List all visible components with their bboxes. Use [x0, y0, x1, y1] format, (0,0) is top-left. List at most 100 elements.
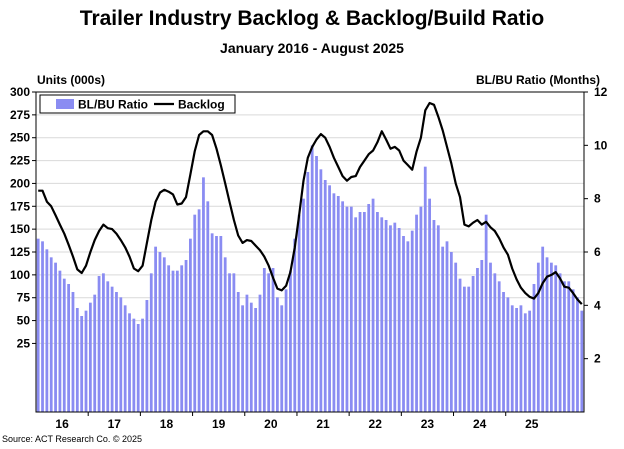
ratio-bar	[580, 310, 584, 412]
legend-label-ratio: BL/BU Ratio	[78, 98, 148, 112]
ratio-bar	[536, 262, 540, 412]
ratio-bar	[380, 217, 384, 412]
ratio-bar	[463, 286, 466, 412]
right-axis: 2 4 6 8 10 12	[584, 85, 608, 366]
ratio-bar	[154, 246, 157, 412]
ratio-bar	[119, 297, 123, 412]
ratio-bar	[393, 222, 397, 412]
legend: BL/BU Ratio Backlog	[39, 94, 236, 114]
ratio-bar	[180, 265, 184, 412]
ratio-bar	[71, 292, 75, 412]
left-tick-label: 100	[10, 268, 30, 282]
source-note: Source: ACT Research Co. © 2025	[2, 434, 143, 444]
ratio-bar	[45, 249, 49, 412]
legend-swatch-bar	[56, 99, 74, 109]
ratio-bar	[319, 169, 323, 412]
ratio-bar	[36, 238, 40, 412]
ratio-bar	[410, 230, 414, 412]
ratio-bar	[106, 281, 110, 412]
right-tick-label: 2	[594, 352, 601, 366]
ratio-bar	[275, 297, 279, 412]
ratio-bar	[132, 318, 136, 412]
ratio-bar	[419, 206, 423, 412]
ratio-bar	[102, 273, 105, 412]
ratio-bar	[123, 305, 127, 412]
x-tick-label: 18	[160, 417, 174, 431]
ratio-bar	[115, 292, 118, 412]
ratio-bar	[210, 233, 214, 412]
ratio-bar	[297, 214, 301, 412]
ratio-bar	[215, 236, 218, 412]
ratio-bar	[232, 273, 236, 412]
x-tick-label: 24	[473, 417, 487, 431]
ratio-bar	[228, 273, 231, 412]
ratio-bar	[136, 324, 140, 412]
ratio-bar	[493, 273, 497, 412]
right-tick-label: 6	[594, 245, 601, 259]
right-tick-label: 4	[594, 298, 601, 312]
ratio-bar	[441, 246, 445, 412]
ratio-bar	[349, 206, 353, 412]
ratio-bar	[293, 238, 297, 412]
right-tick-label: 10	[594, 138, 608, 152]
x-tick-label: 19	[212, 417, 226, 431]
ratio-bar	[162, 257, 166, 412]
right-axis-label: BL/BU Ratio (Months)	[476, 73, 600, 87]
ratio-bar	[389, 225, 392, 412]
ratio-bar	[467, 286, 471, 412]
ratio-bar	[267, 273, 271, 412]
ratio-bar	[397, 228, 401, 412]
ratio-bar	[284, 289, 288, 412]
ratio-bars	[36, 145, 584, 413]
ratio-bar	[423, 166, 427, 412]
left-tick-label: 50	[17, 314, 31, 328]
ratio-bar	[354, 217, 358, 412]
ratio-bar	[497, 281, 501, 412]
ratio-bar	[262, 268, 266, 412]
right-tick-label: 12	[594, 85, 608, 99]
ratio-bar	[93, 294, 97, 412]
left-tick-label: 250	[10, 131, 30, 145]
backlog-line	[38, 101, 583, 305]
ratio-bar	[236, 292, 240, 412]
ratio-bar	[223, 257, 227, 412]
chart-subtitle: January 2016 - August 2025	[220, 40, 404, 56]
ratio-bar	[41, 241, 44, 412]
ratio-bar	[202, 177, 205, 412]
ratio-bar	[480, 260, 484, 412]
ratio-bar	[541, 246, 545, 412]
legend-box	[39, 94, 236, 114]
ratio-bar	[454, 262, 458, 412]
ratio-bar	[449, 252, 453, 412]
ratio-bar	[384, 220, 388, 412]
ratio-bar	[110, 286, 114, 412]
ratio-bar	[510, 305, 514, 412]
x-tick-label: 16	[55, 417, 69, 431]
ratio-bar	[158, 252, 162, 412]
ratio-bar	[145, 300, 149, 412]
ratio-bar	[88, 302, 92, 412]
left-tick-label: 75	[17, 291, 31, 305]
chart-title: Trailer Industry Backlog & Backlog/Build…	[79, 7, 545, 30]
ratio-bar	[362, 212, 366, 412]
ratio-bar	[458, 278, 462, 412]
ratio-bar	[376, 212, 379, 412]
ratio-bar	[62, 278, 66, 412]
ratio-bar	[432, 220, 436, 412]
x-tick-label: 22	[369, 417, 383, 431]
ratio-bar	[484, 214, 488, 412]
ratio-bar	[323, 180, 327, 412]
x-tick-label: 25	[525, 417, 539, 431]
left-tick-label: 150	[10, 222, 30, 236]
ratio-bar	[184, 260, 188, 412]
ratio-bar	[558, 273, 562, 412]
ratio-bar	[332, 193, 336, 412]
ratio-bar	[476, 268, 479, 412]
ratio-bar	[193, 214, 197, 412]
ratio-bar	[415, 214, 418, 412]
ratio-bar	[206, 201, 210, 412]
ratio-bar	[341, 201, 345, 412]
ratio-bar	[245, 294, 249, 412]
ratio-bar	[97, 276, 101, 412]
